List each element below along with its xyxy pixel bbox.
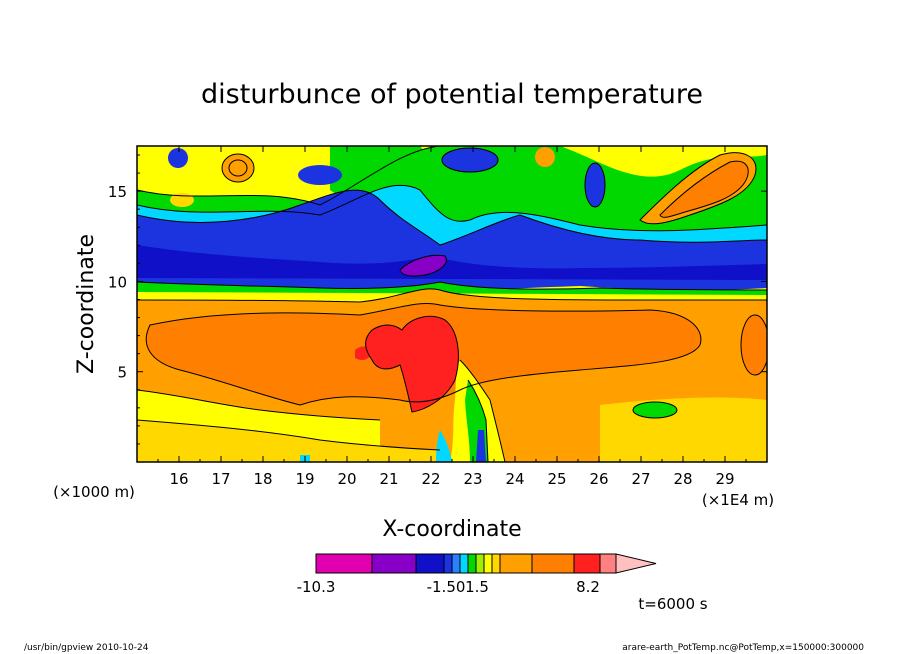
y-axis-title: Z-coordinate xyxy=(74,234,99,374)
colorbar-swatch xyxy=(371,553,417,574)
x-tick-label: 26 xyxy=(589,470,608,488)
colorbar-swatch xyxy=(467,553,477,574)
colorbar-label-min: -10.3 xyxy=(297,578,336,596)
x-axis-title: X-coordinate xyxy=(382,517,521,542)
y-axis-ticks: 5 10 15 xyxy=(108,154,767,445)
time-label: t=6000 s xyxy=(638,595,707,613)
y-tick-label: 5 xyxy=(117,364,127,382)
footer-left: /usr/bin/gpview 2010-10-24 xyxy=(24,643,149,653)
colorbar-swatch xyxy=(573,553,601,574)
x-tick-label: 23 xyxy=(463,470,482,488)
x-tick-label: 24 xyxy=(505,470,524,488)
x-axis-unit-label: (×1E4 m) xyxy=(702,491,774,509)
region-orange-upper-right-anomaly xyxy=(660,161,749,218)
x-tick-label: 29 xyxy=(715,470,734,488)
colorbar-swatch xyxy=(451,553,461,574)
y-axis-unit-label: (×1000 m) xyxy=(53,483,135,501)
x-tick-label: 17 xyxy=(211,470,230,488)
contour-lines xyxy=(137,146,767,462)
x-tick-label: 16 xyxy=(169,470,188,488)
colorbar-label-max: 8.2 xyxy=(576,578,600,596)
region-purple-minimum-core xyxy=(400,255,447,276)
x-tick-label: 20 xyxy=(337,470,356,488)
x-tick-label: 18 xyxy=(253,470,272,488)
colorbar-swatch xyxy=(599,553,617,574)
x-axis-ticks: 16 17 18 19 20 21 22 23 24 25 26 27 28 29 xyxy=(136,146,768,488)
region-red-maximum-core xyxy=(365,316,459,412)
colorbar-swatch xyxy=(491,553,501,574)
x-tick-label: 19 xyxy=(295,470,314,488)
colorbar-label-neg: -1.50 xyxy=(427,578,466,596)
colorbar-swatch xyxy=(483,553,493,574)
colorbar-label-pos: 1.5 xyxy=(465,578,489,596)
footer-right: arare-earth_PotTemp.nc@PotTemp,x=150000:… xyxy=(622,643,864,653)
colorbar-swatch xyxy=(499,553,533,574)
colorbar-swatch xyxy=(415,553,445,574)
x-tick-label: 25 xyxy=(547,470,566,488)
x-tick-label: 21 xyxy=(379,470,398,488)
x-tick-label: 28 xyxy=(673,470,692,488)
colorbar-swatch xyxy=(443,553,453,574)
x-tick-label: 27 xyxy=(631,470,650,488)
colorbar-swatch xyxy=(475,553,485,574)
contour-field xyxy=(137,146,767,462)
colorbar-swatch xyxy=(315,553,373,574)
colorbar xyxy=(315,553,657,574)
x-tick-label: 22 xyxy=(421,470,440,488)
y-tick-label: 10 xyxy=(108,273,127,291)
y-tick-label: 15 xyxy=(108,183,127,201)
colorbar-arrow xyxy=(615,553,657,574)
colorbar-swatch xyxy=(459,553,469,574)
colorbar-swatch xyxy=(531,553,575,574)
chart-title: disturbunce of potential temperature xyxy=(201,79,703,110)
